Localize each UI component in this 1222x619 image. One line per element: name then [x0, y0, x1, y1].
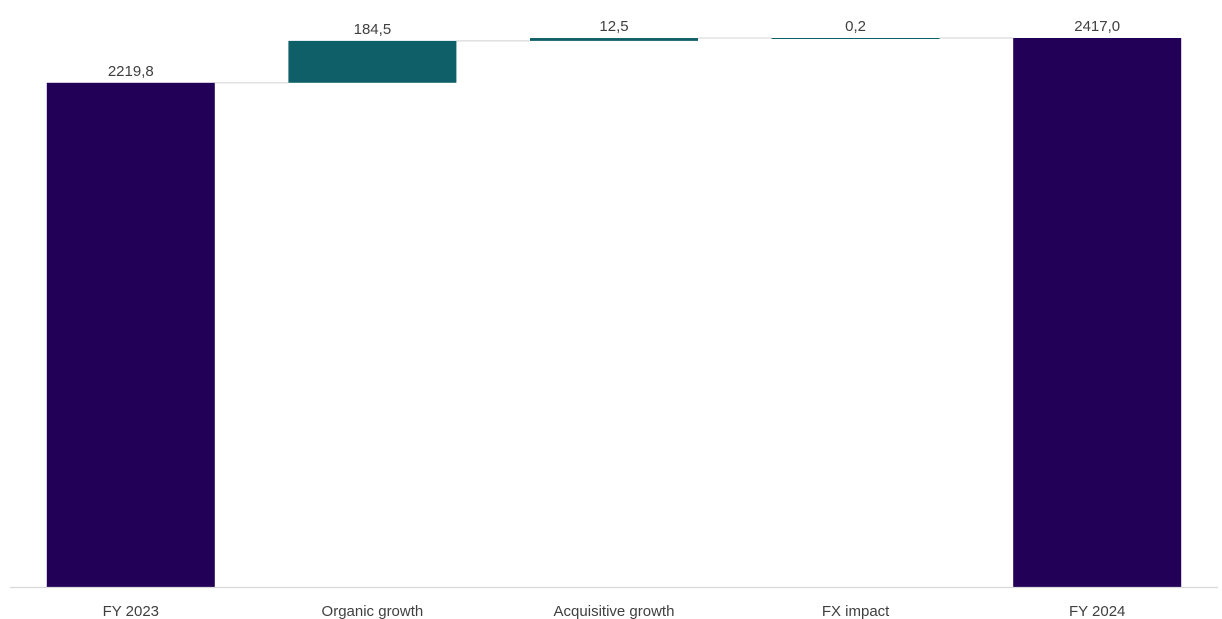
- data-label: 2219,8: [108, 63, 154, 80]
- data-label: 2417,0: [1074, 18, 1120, 35]
- bar-fy-2023: [47, 83, 215, 587]
- bars: [47, 38, 1181, 587]
- bar-organic-growth: [288, 41, 456, 83]
- x-tick-label: FY 2023: [103, 603, 159, 619]
- x-tick-label: Organic growth: [322, 603, 424, 619]
- data-labels: 2219,8 184,5 12,5 0,2 2417,0: [108, 18, 1120, 80]
- data-label: 12,5: [599, 18, 628, 35]
- data-label: 184,5: [354, 21, 392, 38]
- bar-fx-impact: [772, 38, 940, 39]
- x-tick-label: FX impact: [822, 603, 890, 619]
- x-tick-labels: FY 2023 Organic growth Acquisitive growth F…: [103, 603, 1126, 619]
- x-tick-label: Acquisitive growth: [554, 603, 675, 619]
- bar-acquisitive-growth: [530, 38, 698, 41]
- bar-fy-2024: [1013, 38, 1181, 587]
- data-label: 0,2: [845, 18, 866, 35]
- x-tick-label: FY 2024: [1069, 603, 1125, 619]
